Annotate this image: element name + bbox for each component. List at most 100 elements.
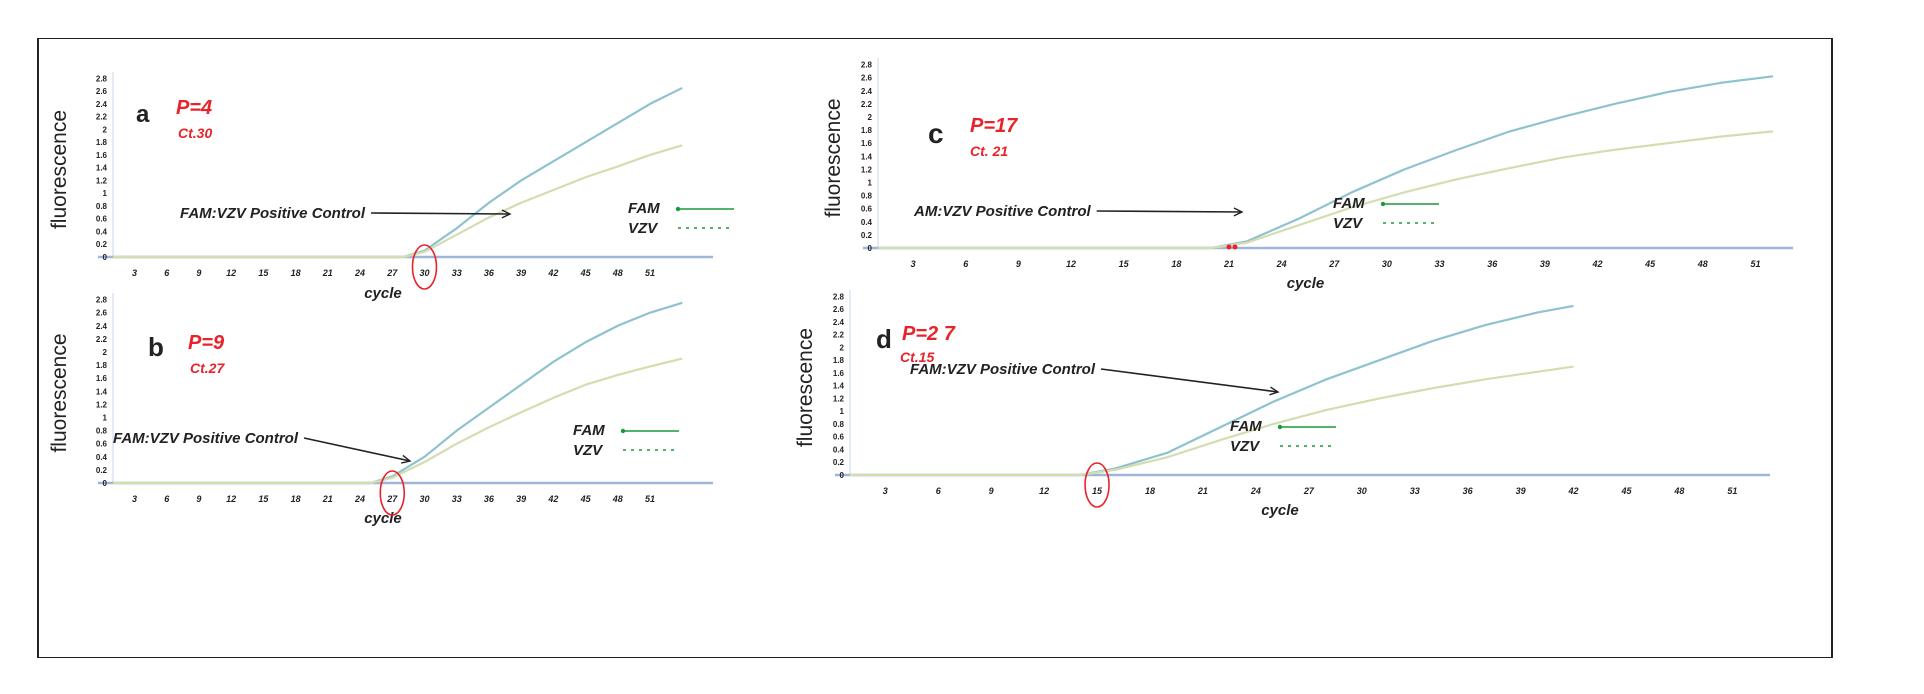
series-line-fam — [850, 304, 1574, 477]
y-tick-label: 2 — [840, 343, 845, 352]
ct-dot-marker — [1226, 244, 1232, 250]
y-tick-label: 2.2 — [833, 331, 845, 340]
y-tick-label: 2.2 — [96, 113, 108, 122]
legend-marker-fam — [675, 206, 681, 212]
x-tick-label: 42 — [1568, 486, 1579, 496]
y-tick-label: 1.4 — [833, 382, 845, 391]
positivity-label: P=4 — [176, 97, 212, 119]
y-tick-label: 2.8 — [96, 74, 108, 83]
y-tick-label: 0.4 — [96, 453, 108, 462]
series-line-vzv — [850, 365, 1574, 477]
series-line-vzv — [113, 144, 683, 259]
annotation-arrowhead — [401, 454, 412, 464]
ct-label: Ct. 21 — [970, 143, 1008, 159]
x-tick-label: 36 — [484, 268, 495, 278]
x-tick-label: 48 — [1673, 486, 1684, 496]
x-tick-label: 15 — [1119, 259, 1130, 269]
y-tick-label: 0.4 — [833, 445, 845, 454]
x-tick-label: 6 — [936, 486, 942, 496]
chart-svg: 0 0.2 0.4 0.6 0.8 1 1.2 1.4 1.6 1.8 2 2.2 2.4 2.6 2.8 3… — [48, 72, 734, 302]
positivity-label: P=17 — [970, 115, 1018, 137]
x-tick-label: 30 — [419, 268, 429, 278]
x-tick-label: 21 — [322, 268, 333, 278]
y-tick-label: 2.4 — [96, 322, 108, 331]
y-tick-label: 0.4 — [861, 218, 873, 227]
x-tick-label: 45 — [1644, 259, 1656, 269]
x-tick-label: 51 — [645, 268, 655, 278]
x-tick-label: 48 — [1697, 259, 1708, 269]
y-tick-label: 0.2 — [96, 240, 108, 249]
y-tick-label: 2.8 — [96, 296, 108, 305]
y-axis-label: fluorescence — [822, 98, 845, 217]
x-tick-label: 27 — [386, 268, 398, 278]
x-tick-label: 12 — [1066, 259, 1076, 269]
annotation-arrowhead — [1269, 386, 1280, 396]
x-tick-label: 12 — [226, 268, 236, 278]
y-tick-label: 0 — [840, 471, 845, 480]
x-tick-label: 33 — [452, 494, 462, 504]
series-line-vzv — [878, 130, 1774, 250]
y-axis-label: fluorescence — [48, 110, 71, 229]
y-tick-label: 1.6 — [833, 369, 845, 378]
x-tick-label: 3 — [132, 268, 137, 278]
panel-letter: b — [148, 332, 164, 362]
x-tick-label: 36 — [484, 494, 495, 504]
y-tick-label: 1 — [840, 407, 845, 416]
ct-label: Ct.15 — [900, 349, 934, 365]
x-tick-label: 39 — [516, 494, 526, 504]
annotation-arrow — [371, 212, 511, 215]
figure-frame — [37, 38, 1833, 658]
legend-marker-fam — [1380, 201, 1386, 207]
chart-svg: 0 0.2 0.4 0.6 0.8 1 1.2 1.4 1.6 1.8 2 2.2 2.4 2.6 2.8 3… — [794, 290, 1770, 519]
x-tick-label: 12 — [226, 494, 236, 504]
chart-panel-b: 0 0.2 0.4 0.6 0.8 1 1.2 1.4 1.6 1.8 2 2.2 2.4 2.6 2.8 3… — [38, 283, 758, 533]
x-tick-label: 36 — [1463, 486, 1474, 496]
x-tick-label: 48 — [612, 494, 623, 504]
x-tick-label: 21 — [322, 494, 333, 504]
x-tick-label: 39 — [1540, 259, 1550, 269]
legend-label-vzv: VZV — [573, 442, 604, 459]
ct-label: Ct.30 — [178, 125, 212, 141]
y-tick-label: 2 — [103, 348, 108, 357]
ct-circle-marker — [411, 244, 438, 290]
y-tick-label: 1.2 — [861, 165, 873, 174]
x-tick-label: 24 — [1250, 486, 1261, 496]
y-tick-label: 0.8 — [861, 192, 873, 201]
y-tick-label: 0.2 — [833, 458, 845, 467]
annotation-text: FAM:VZV Positive Control — [910, 361, 1096, 378]
y-tick-label: 2.6 — [96, 87, 108, 96]
x-tick-label: 9 — [196, 268, 201, 278]
y-tick-label: 0.8 — [96, 202, 108, 211]
y-tick-label: 1.4 — [96, 387, 108, 396]
y-tick-label: 2.4 — [96, 100, 108, 109]
y-tick-label: 1.4 — [861, 152, 873, 161]
annotation-text: FAM:VZV Positive Control — [113, 430, 299, 447]
x-tick-label: 45 — [1620, 486, 1632, 496]
ct-circle-marker — [379, 470, 406, 516]
x-tick-label: 33 — [1435, 259, 1445, 269]
x-tick-label: 30 — [1382, 259, 1392, 269]
y-tick-label: 1.8 — [861, 126, 873, 135]
x-tick-label: 24 — [1276, 259, 1287, 269]
y-tick-label: 1.6 — [96, 374, 108, 383]
x-tick-label: 24 — [354, 494, 365, 504]
y-tick-label: 2 — [103, 125, 108, 134]
panel-letter: c — [928, 118, 944, 149]
y-tick-label: 1.6 — [96, 151, 108, 160]
y-tick-label: 1 — [103, 189, 108, 198]
x-tick-label: 15 — [1092, 486, 1103, 496]
y-axis-label: fluorescence — [794, 328, 817, 447]
y-tick-label: 2.4 — [861, 87, 873, 96]
x-tick-label: 51 — [1727, 486, 1737, 496]
x-tick-label: 33 — [1410, 486, 1420, 496]
x-tick-label: 27 — [1303, 486, 1315, 496]
ct-circle-marker — [1084, 462, 1110, 508]
x-tick-label: 18 — [291, 494, 301, 504]
annotation-arrow — [303, 437, 411, 462]
x-tick-label: 42 — [1592, 259, 1603, 269]
x-tick-label: 27 — [386, 494, 398, 504]
positivity-label: P=2 7 — [902, 323, 956, 345]
ct-dot-marker — [1232, 244, 1238, 250]
legend-label-vzv: VZV — [1230, 438, 1261, 455]
y-tick-label: 1.8 — [96, 138, 108, 147]
